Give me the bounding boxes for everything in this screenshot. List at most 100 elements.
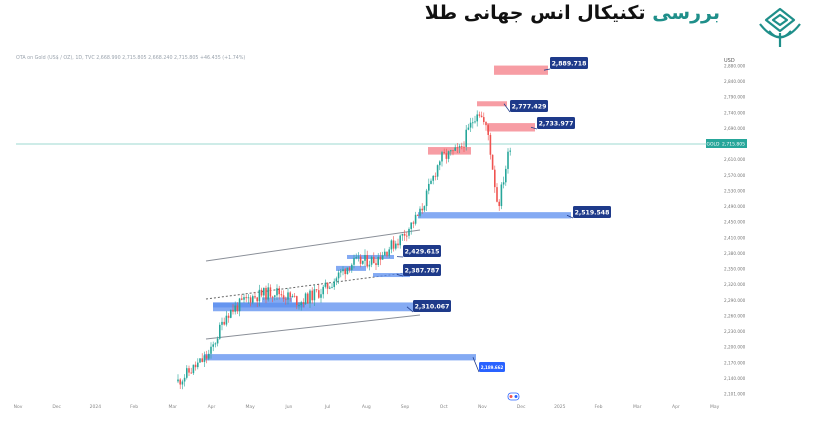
candle-body [476,114,478,122]
zone-price-label-box [550,57,588,69]
candle-body [287,292,289,300]
time-axis[interactable]: Nov Dec 2024 Feb Mar Apr May Jun Jul Aug Sep Oct Nov… [14,404,720,410]
candle-body [271,296,274,298]
candle-body [344,269,346,275]
candle-body [434,175,437,177]
candle-body [392,240,395,249]
demand-zone [204,354,476,361]
candle-body [245,297,247,299]
candle-body [456,147,459,149]
candle-body [412,222,415,224]
candle-body [322,286,324,295]
candle-body [452,150,454,152]
page-title: بررسی تکنیکال انس جهانی طلا [425,2,720,24]
candle-body [285,298,287,300]
candle-body [234,305,236,312]
price-tick-label: 2,610.000 [724,157,746,162]
candle-body [408,228,410,236]
candle-body [241,298,243,300]
price-tick-label: 2,410.000 [724,235,746,240]
price-label: 2,715.805 [722,142,745,148]
price-badge [720,139,747,148]
price-tick-label: 2,740.000 [724,110,746,115]
time-tick-label: Sep [401,404,410,410]
currency-label: USD [724,58,735,64]
demand-zone [373,273,410,278]
price-tick-label: 2,790.000 [724,95,746,100]
candle-body [441,152,443,162]
candle-body [267,287,269,300]
candle-body [230,309,232,318]
zone-price-label: 2,889.718 [552,61,587,68]
candle-body [302,302,305,304]
price-tick-label: 2,290.000 [724,298,746,303]
candle-body [450,150,452,152]
candle-body [304,293,307,304]
price-tick-label: 2,320.000 [724,282,746,287]
candle-body [500,184,503,207]
candle-body [216,338,219,344]
candle-body [298,305,300,306]
current-price-tag: GOLD 2,715.805 [706,139,747,148]
price-chart[interactable]: OTA on Gold (US$ / OZ), 1D, TVC 2,668.99… [0,50,815,424]
candle-body [219,324,221,339]
candle-body [445,153,448,159]
candle-body [183,377,186,382]
candle-body [399,235,401,246]
candle-body [337,272,340,279]
zone-price-label-box [510,100,548,112]
candle-body [359,256,362,264]
candle-body [186,368,188,378]
time-tick-label: Nov [478,404,487,410]
candle-body [179,379,181,385]
candle-body [329,287,331,289]
candle-body [377,256,379,265]
demand-zone [347,254,394,259]
candle-body [443,152,445,154]
candle-body [265,287,267,300]
candle-body [236,305,239,312]
time-tick-label: Jul [324,404,330,410]
candle-body [428,183,430,191]
candle-body [390,240,393,250]
candle-body [505,168,507,183]
candle-body [307,293,309,304]
time-tick-label: Aug [362,404,371,410]
price-tick-label: 2,380.000 [724,251,746,256]
supply-zone [428,147,471,155]
demand-zone [418,212,571,219]
candle-body [458,146,461,148]
candle-body [463,146,465,148]
candle-body [256,297,258,302]
price-tick-label: 2,690.000 [724,126,746,131]
candle-body [362,260,364,264]
candle-body [197,362,199,368]
time-tick-label: May [710,404,720,410]
trendlines [205,229,421,340]
candle-body [425,190,428,207]
candle-body [320,294,322,298]
candle-body [324,282,327,287]
price-axis[interactable]: 2,880.000 2,840.000 2,790.000 2,740.000 2,69… [724,64,746,397]
candle-body [465,129,467,147]
candle-body [401,233,404,236]
candle-body [201,358,203,362]
candle-body [375,263,377,265]
candle-body [282,295,285,299]
candle-body [192,364,195,374]
candle-body [368,264,371,267]
candle-body [487,125,489,135]
candle-body [472,122,474,124]
header: بررسی تکنیکال انس جهانی طلا [0,0,815,50]
candle-body [491,154,494,170]
candle-body [249,297,252,303]
candle-body [346,267,349,275]
candle-body [395,243,397,249]
zone-price-label-box [403,264,441,276]
candle-body [447,151,450,159]
candle-body [280,294,283,296]
candle-body [278,288,280,295]
candle-body [232,309,234,312]
candle-body [311,290,313,301]
time-tick-label: Feb [595,404,603,410]
